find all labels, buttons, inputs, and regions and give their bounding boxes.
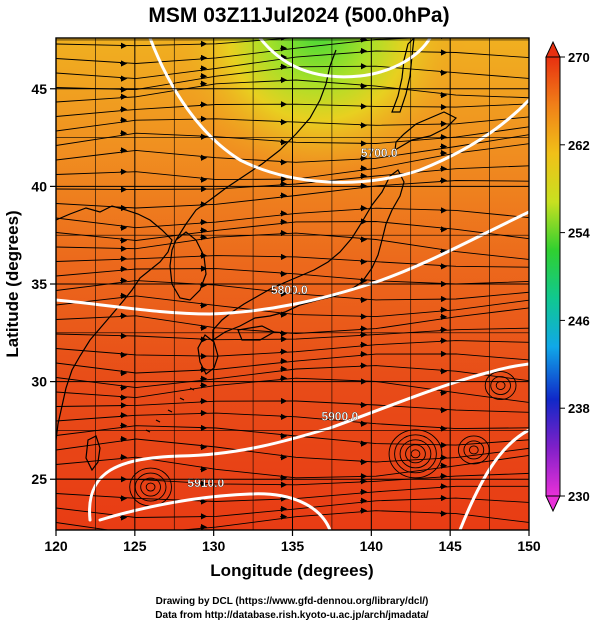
y-tick-label: 40 <box>31 178 47 194</box>
streamline <box>56 510 529 530</box>
x-tick-label: 140 <box>360 538 384 554</box>
taiwan-coast <box>85 435 101 472</box>
streamline <box>56 207 529 229</box>
colorbar-tick-label: 270 <box>568 50 590 65</box>
streamline <box>56 50 529 80</box>
x-tick-label: 135 <box>281 538 305 554</box>
y-tick-label: 30 <box>31 374 47 390</box>
eddy-streamline <box>145 482 156 492</box>
contour-5900 <box>88 362 529 522</box>
streamline <box>56 116 529 132</box>
streamline <box>56 327 529 341</box>
x-axis-label: Longitude (degrees) <box>210 561 373 580</box>
streamline <box>56 454 529 479</box>
streamline <box>56 307 529 334</box>
primorye-coast <box>175 49 337 241</box>
contour-label: 5900.0 <box>321 410 358 424</box>
contour-5910 <box>98 492 332 530</box>
colorbar-tick-label: 246 <box>568 313 590 328</box>
colorbar-min-triangle <box>545 495 561 513</box>
eddy-streamline <box>399 439 432 469</box>
streamline <box>56 134 529 163</box>
streamline <box>56 38 529 64</box>
streamline <box>56 438 529 463</box>
credit-drawing: Drawing by DCL (https://www.gfd-dennou.o… <box>156 596 429 607</box>
kyushu-coast <box>197 334 219 375</box>
mainland-coast <box>56 205 173 441</box>
streamline <box>56 103 529 117</box>
streamline <box>56 400 529 413</box>
colorbar-tick-label: 238 <box>568 401 590 416</box>
eddy-streamline <box>388 429 443 479</box>
x-tick-label: 130 <box>202 538 226 554</box>
contour-label: 5800.0 <box>271 283 308 297</box>
colorbar-tick-label: 262 <box>568 138 590 153</box>
eddy-streamline <box>463 440 485 460</box>
eddy-streamline <box>140 477 161 497</box>
contour-5910-east <box>458 428 529 530</box>
plot-area: 5700.0 5800.0 5900.0 5910.0 <box>56 38 529 530</box>
streamline <box>56 280 529 301</box>
streamline <box>56 365 529 389</box>
streamline <box>56 340 529 357</box>
eddy-streamline <box>484 371 517 400</box>
streamline <box>56 221 529 241</box>
y-axis-ticks: 25 30 35 40 45 <box>31 81 56 487</box>
korea-coast <box>169 231 207 301</box>
lat-lon-grid <box>56 38 529 530</box>
streamline <box>56 38 297 47</box>
colorbar-ticks: 230 238 246 254 262 270 <box>560 50 590 504</box>
streamline <box>56 126 529 146</box>
contour-5700-inner <box>258 38 432 79</box>
streamline <box>56 165 529 190</box>
streamline <box>56 497 529 518</box>
streamline <box>56 255 529 268</box>
streamline <box>56 377 529 403</box>
y-tick-label: 45 <box>31 81 47 97</box>
streamline <box>56 412 529 430</box>
map-title: MSM 03Z11Jul2024 (500.0hPa) <box>148 4 449 27</box>
colorbar-tick-label: 254 <box>568 226 590 241</box>
eddy-streamline <box>405 444 426 464</box>
credit-data: Data from http://database.rish.kyoto-u.a… <box>155 610 429 621</box>
streamline <box>56 353 529 374</box>
shikoku-coast <box>237 325 276 341</box>
eddy-streamline <box>490 376 511 395</box>
contour-5700 <box>148 38 529 184</box>
colorbar-tick-label: 230 <box>568 489 590 504</box>
contour-label: 5700.0 <box>361 146 398 160</box>
eddy-streamline <box>468 445 479 455</box>
y-tick-label: 25 <box>31 471 47 487</box>
eddy-streamline <box>394 434 437 474</box>
x-tick-label: 150 <box>517 538 541 554</box>
eddy-streamline <box>457 435 490 465</box>
streamline <box>56 180 529 209</box>
colorbar: 230 238 246 254 262 270 <box>545 40 590 513</box>
streamline <box>56 425 529 446</box>
eddy-streamline <box>410 449 421 459</box>
y-axis-label: Latitude (degrees) <box>3 210 22 357</box>
x-tick-label: 120 <box>44 538 68 554</box>
streamline <box>56 295 529 318</box>
colorbar-max-triangle <box>545 40 561 58</box>
contour-label: 5910.0 <box>187 476 224 490</box>
streamline <box>56 232 529 260</box>
streamline <box>56 79 529 103</box>
colorbar-scale <box>545 56 561 497</box>
x-tick-label: 145 <box>438 538 462 554</box>
x-tick-label: 125 <box>123 538 147 554</box>
sakhalin-coast <box>391 38 415 113</box>
streamlines <box>56 38 529 530</box>
y-tick-label: 35 <box>31 276 47 292</box>
x-axis-ticks: 120 125 130 135 140 145 150 <box>44 530 541 554</box>
